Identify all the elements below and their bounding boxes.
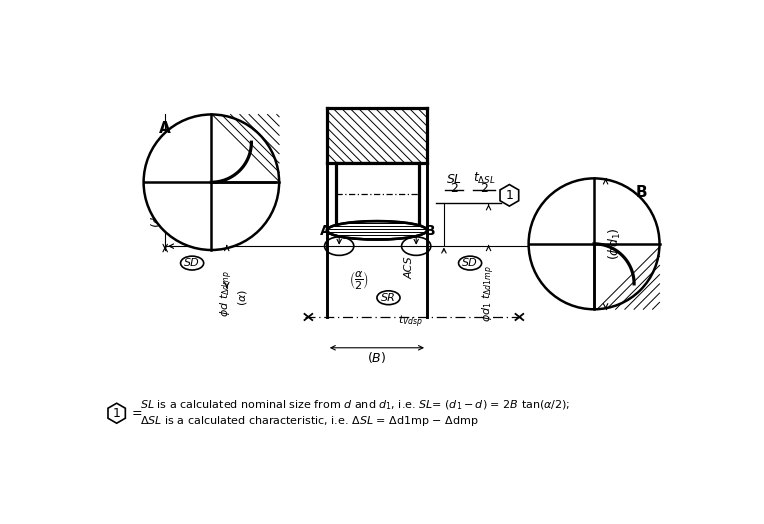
Text: $(\phi d_1)$: $(\phi d_1)$ — [607, 227, 623, 260]
Text: $SL$: $SL$ — [446, 173, 462, 186]
Text: A: A — [320, 224, 331, 238]
Text: $(\phi d)$: $(\phi d)$ — [149, 201, 166, 227]
Polygon shape — [108, 403, 125, 423]
Text: SR: SR — [381, 293, 396, 303]
Text: $t_{Vdsp}$: $t_{Vdsp}$ — [398, 314, 423, 330]
Text: $(B)$: $(B)$ — [367, 350, 387, 365]
Circle shape — [144, 114, 279, 250]
Text: $\phi d_1\ t_{\Delta d1mp}$: $\phi d_1\ t_{\Delta d1mp}$ — [481, 265, 497, 322]
Text: $\left(\dfrac{\alpha}{2}\right)$: $\left(\dfrac{\alpha}{2}\right)$ — [349, 269, 369, 291]
Bar — [336, 163, 419, 225]
Ellipse shape — [180, 256, 204, 270]
Circle shape — [529, 178, 659, 309]
Bar — [327, 107, 427, 163]
Ellipse shape — [377, 291, 400, 304]
Ellipse shape — [327, 221, 427, 239]
Text: 1: 1 — [506, 189, 513, 202]
Ellipse shape — [458, 256, 481, 270]
Text: B: B — [425, 224, 435, 238]
Text: $SL$ is a calculated nominal size from $d$ and $d_1$, i.e. $SL$= $(d_1 - d)$ = $: $SL$ is a calculated nominal size from $… — [140, 399, 570, 412]
Text: =: = — [132, 407, 143, 420]
Polygon shape — [500, 184, 519, 206]
Text: $(\alpha)$: $(\alpha)$ — [235, 289, 248, 307]
Text: SD: SD — [184, 258, 200, 268]
Text: $2$: $2$ — [480, 182, 488, 195]
Text: SD: SD — [462, 258, 478, 268]
Text: 1: 1 — [113, 407, 121, 420]
Text: $\Delta SL$ is a calculated characteristic, i.e. $\Delta SL$ = $\Delta$d1mp $-$ : $\Delta SL$ is a calculated characterist… — [140, 414, 478, 428]
Text: A: A — [160, 121, 171, 136]
Text: $t_{\Delta SL}$: $t_{\Delta SL}$ — [473, 171, 495, 186]
Text: B: B — [636, 185, 648, 200]
Text: $\phi d\ t_{\Delta dmp}$: $\phi d\ t_{\Delta dmp}$ — [219, 270, 235, 317]
Text: ACS: ACS — [404, 256, 414, 279]
Text: $2$: $2$ — [449, 182, 458, 195]
